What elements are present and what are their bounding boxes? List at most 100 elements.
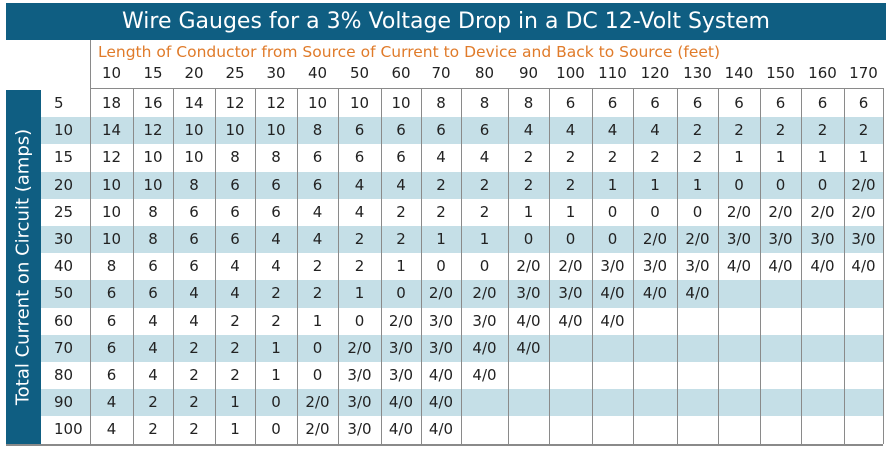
column-divider xyxy=(677,88,678,444)
gauge-cell: 4 xyxy=(565,121,576,140)
column-axis-label: Length of Conductor from Source of Curre… xyxy=(98,43,721,61)
column-header: 80 xyxy=(474,64,495,82)
row-header-amps: 100 xyxy=(54,420,83,439)
gauge-cell: 16 xyxy=(143,94,163,112)
gauge-cell xyxy=(633,362,677,389)
gauge-cell xyxy=(844,335,883,362)
gauge-cell: 2 xyxy=(775,121,786,140)
gauge-cell: 3/0 xyxy=(347,365,372,384)
row-header-amps: 30 xyxy=(54,229,74,248)
column-divider xyxy=(90,40,91,444)
gauge-cell xyxy=(549,389,592,416)
gauge-cell: 2 xyxy=(436,175,446,194)
gauge-cell: 2/0 xyxy=(472,284,497,303)
gauge-cell: 4/0 xyxy=(516,311,541,330)
gauge-cell: 8 xyxy=(436,94,446,112)
gauge-cell xyxy=(592,362,633,389)
gauge-cell: 2 xyxy=(189,420,199,439)
gauge-cell: 6 xyxy=(230,229,240,248)
gauge-cell: 6 xyxy=(436,121,446,140)
gauge-cell: 2 xyxy=(230,365,240,384)
column-header: 170 xyxy=(849,64,878,82)
gauge-cell xyxy=(760,280,801,307)
gauge-cell: 6 xyxy=(775,94,786,112)
gauge-cell: 2 xyxy=(650,148,660,167)
gauge-cell: 10 xyxy=(266,121,286,140)
gauge-cell: 6 xyxy=(189,257,199,276)
gauge-cell xyxy=(677,335,718,362)
gauge-cell: 8 xyxy=(189,175,199,194)
gauge-cell: 6 xyxy=(354,121,365,140)
gauge-cell: 1 xyxy=(230,420,240,439)
column-header: 140 xyxy=(724,64,754,82)
gauge-cell: 3/0 xyxy=(388,338,414,357)
gauge-cell: 0 xyxy=(312,338,323,357)
gauge-cell: 4 xyxy=(189,284,199,303)
gauge-cell: 4 xyxy=(271,229,281,248)
gauge-cell: 4/0 xyxy=(472,365,497,384)
gauge-cell: 3/0 xyxy=(600,257,625,276)
gauge-cell xyxy=(760,308,801,335)
gauge-cell: 3/0 xyxy=(472,311,497,330)
gauge-cell: 2/0 xyxy=(388,311,414,330)
gauge-cell: 6 xyxy=(148,257,158,276)
table-bottom-border xyxy=(6,444,883,446)
gauge-cell: 3/0 xyxy=(558,284,583,303)
gauge-cell xyxy=(801,308,844,335)
gauge-cell: 6 xyxy=(734,94,744,112)
gauge-cell: 8 xyxy=(106,257,117,276)
gauge-cell: 2 xyxy=(858,121,869,140)
gauge-cell: 2 xyxy=(607,148,618,167)
gauge-cell: 3/0 xyxy=(685,257,710,276)
gauge-cell: 4/0 xyxy=(428,393,454,412)
column-divider xyxy=(215,88,216,444)
column-divider xyxy=(633,88,634,444)
gauge-cell: 4 xyxy=(148,365,158,384)
table-row: 70 6 4 2 2 1 0 2/0 3/0 3/0 4/0 4/0 xyxy=(41,334,883,362)
gauge-cell xyxy=(718,362,760,389)
table-row: 100 4 2 2 1 0 2/0 3/0 4/0 4/0 xyxy=(41,416,883,443)
gauge-cell: 1 xyxy=(354,284,365,303)
gauge-cell: 3/0 xyxy=(428,311,454,330)
gauge-cell xyxy=(760,389,801,416)
gauge-cell xyxy=(633,416,677,443)
gauge-cell: 4 xyxy=(312,229,323,248)
gauge-cell: 2 xyxy=(692,148,703,167)
gauge-cell xyxy=(549,362,592,389)
gauge-cell xyxy=(633,335,677,362)
gauge-cell: 3/0 xyxy=(810,229,835,248)
gauge-cell: 2 xyxy=(312,284,323,303)
gauge-cell: 4 xyxy=(312,202,323,221)
gauge-cell: 1 xyxy=(523,202,534,221)
gauge-cell: 4 xyxy=(607,121,618,140)
gauge-cell: 2 xyxy=(354,229,365,248)
gauge-cell: 14 xyxy=(101,121,122,140)
gauge-cell: 4/0 xyxy=(600,284,625,303)
gauge-cell: 4/0 xyxy=(388,420,414,439)
gauge-cell: 10 xyxy=(143,148,163,167)
gauge-cell: 2 xyxy=(396,229,406,248)
table-row: 20 10 10 8 6 6 6 4 4 2 2 2 2 1 1 1 0 0 0 2/0 xyxy=(41,171,883,199)
gauge-cell: 4 xyxy=(479,148,490,167)
gauge-cell: 10 xyxy=(307,94,328,112)
gauge-cell: 6 xyxy=(565,94,576,112)
gauge-cell: 6 xyxy=(650,94,660,112)
column-divider xyxy=(255,88,256,444)
gauge-cell: 0 xyxy=(271,393,281,412)
row-header-amps: 70 xyxy=(54,338,74,357)
column-header: 110 xyxy=(598,64,627,82)
gauge-cell: 3/0 xyxy=(726,229,752,248)
gauge-cell: 2/0 xyxy=(305,420,330,439)
gauge-cell: 6 xyxy=(271,175,281,194)
gauge-cell: 0 xyxy=(565,229,576,248)
table-row: 10 14 12 10 10 10 8 6 6 6 6 4 4 4 4 2 2 2 2 2 xyxy=(41,117,883,145)
gauge-cell: 2/0 xyxy=(768,202,793,221)
gauge-cell: 3/0 xyxy=(768,229,793,248)
gauge-cell: 12 xyxy=(225,94,245,112)
gauge-cell: 2/0 xyxy=(851,202,876,221)
column-header: 25 xyxy=(225,64,245,82)
gauge-cell: 1 xyxy=(817,148,828,167)
table-row: 25 10 8 6 6 6 4 4 2 2 2 1 1 0 0 0 2/0 2/0 2/0 2/0 xyxy=(41,199,883,226)
gauge-cell: 2 xyxy=(523,175,534,194)
gauge-cell: 10 xyxy=(143,175,163,194)
